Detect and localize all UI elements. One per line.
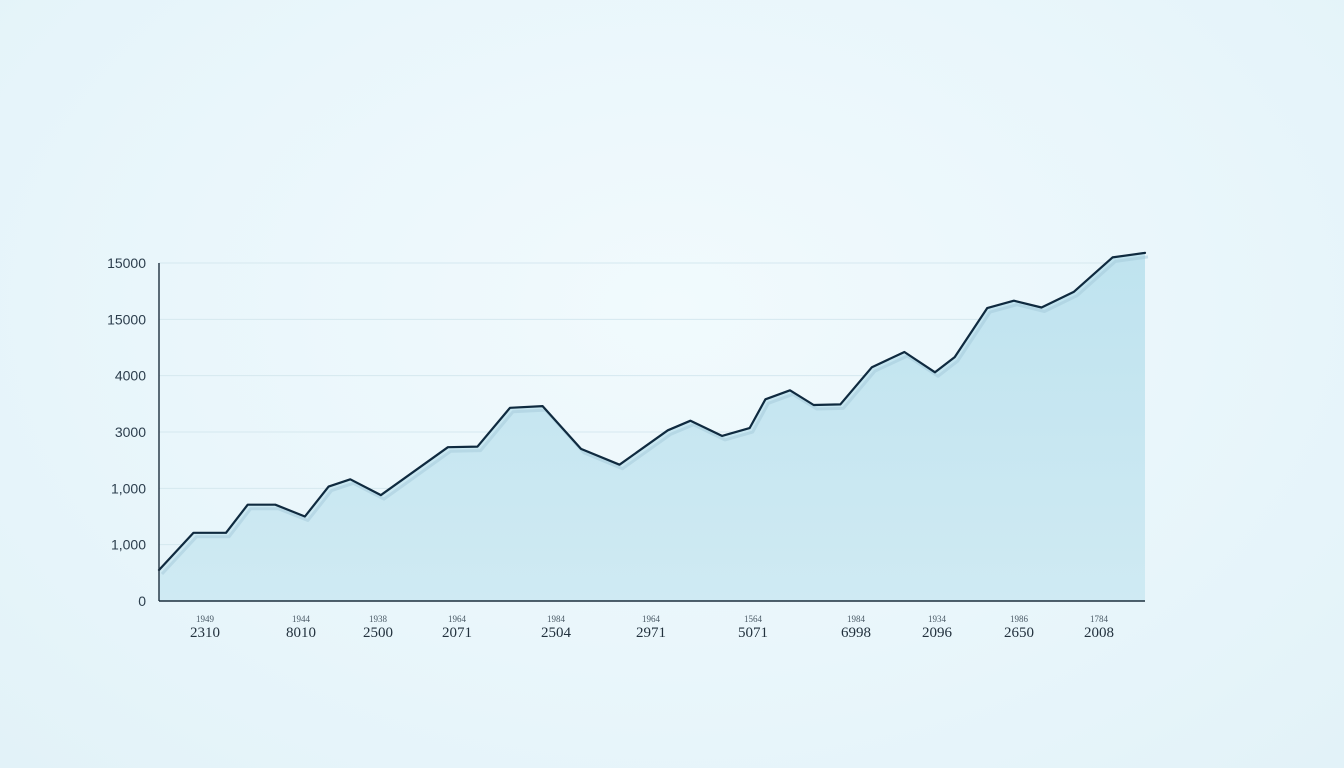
x-tick-label-bottom: 2071 (442, 625, 472, 641)
x-tick-label-top: 1784 (1090, 614, 1109, 624)
x-axis-ticks: 1949231019448010193825001964207119842504… (190, 614, 1114, 641)
x-tick-label-top: 1934 (928, 614, 947, 624)
series-area-fill (159, 252, 1145, 601)
y-tick-label: 3000 (115, 424, 146, 440)
y-tick-label: 0 (138, 593, 146, 609)
x-tick-label-bottom: 2504 (541, 625, 572, 641)
x-tick-label-bottom: 2971 (636, 625, 666, 641)
series-line-shadow (160, 255, 1149, 576)
x-tick-label-top: 1986 (1010, 614, 1029, 624)
x-tick-label-bottom: 2500 (363, 625, 393, 641)
x-tick-label-bottom: 2008 (1084, 625, 1114, 641)
x-tick-label-top: 1944 (292, 614, 311, 624)
x-tick-label-top: 1964 (642, 614, 661, 624)
x-tick-label-bottom: 6998 (841, 625, 871, 641)
y-tick-label: 1,000 (111, 480, 146, 496)
series-line (157, 251, 1147, 572)
y-tick-label: 4000 (115, 368, 146, 384)
x-tick-label-top: 1984 (847, 614, 866, 624)
x-tick-label-bottom: 2096 (922, 625, 953, 641)
x-tick-label-bottom: 2650 (1004, 625, 1034, 641)
y-tick-label: 15000 (107, 311, 146, 327)
x-tick-label-top: 1949 (196, 614, 215, 624)
y-axis-ticks: 0 1,000 1,000 3000 4000 15000 15000 (107, 255, 146, 609)
x-tick-label-top: 1938 (369, 614, 388, 624)
x-tick-label-top: 1984 (547, 614, 566, 624)
x-tick-label-bottom: 5071 (738, 625, 768, 641)
y-tick-label: 15000 (107, 255, 146, 271)
x-tick-label-bottom: 8010 (286, 625, 316, 641)
x-tick-label-top: 1564 (744, 614, 763, 624)
x-tick-label-bottom: 2310 (190, 625, 220, 641)
y-tick-label: 1,000 (111, 537, 146, 553)
x-tick-label-top: 1964 (448, 614, 467, 624)
